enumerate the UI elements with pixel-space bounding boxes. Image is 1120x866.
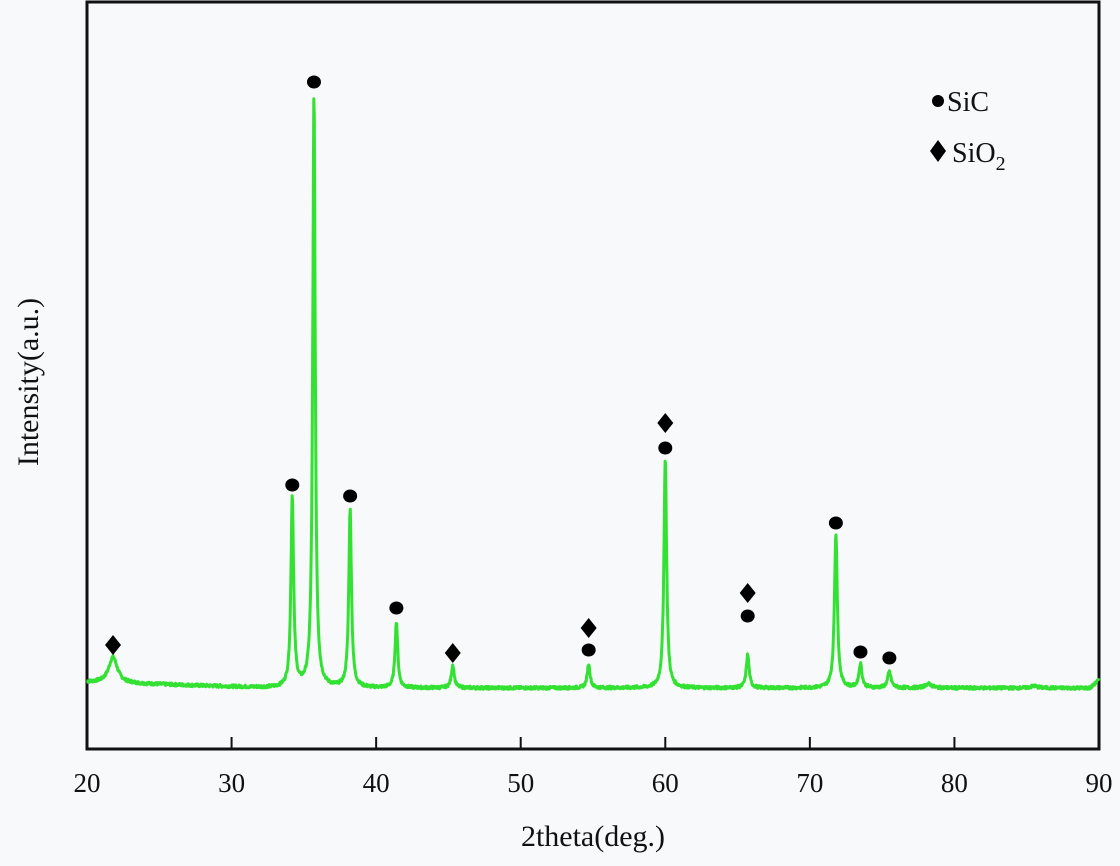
sio2-diamond-marker-icon	[444, 643, 461, 663]
sic-circle-marker-icon	[853, 645, 868, 659]
sic-circle-marker-icon	[882, 651, 897, 665]
x-tick-label: 80	[941, 768, 968, 798]
sio2-diamond-marker-icon	[657, 413, 674, 433]
x-axis-title: 2theta(deg.)	[521, 820, 665, 853]
sic-circle-marker-icon	[285, 478, 300, 492]
xrd-pattern-line	[85, 97, 1101, 691]
sic-circle-marker-icon	[658, 441, 673, 455]
plot-frame	[85, 0, 1101, 751]
sio2-diamond-marker-icon	[105, 635, 122, 655]
x-tick-label: 60	[652, 768, 679, 798]
sic-circle-marker-icon	[828, 516, 843, 530]
circle-marker-icon	[932, 95, 944, 107]
x-tick-label: 20	[74, 768, 101, 798]
sio2-diamond-marker-icon	[739, 583, 756, 603]
legend-label-sio2: SiO2	[952, 138, 1006, 175]
sic-circle-marker-icon	[389, 601, 404, 615]
phase-markers	[105, 75, 897, 665]
sic-circle-marker-icon	[740, 609, 755, 623]
diamond-marker-icon	[930, 140, 946, 162]
legend-item-sio2: SiO2	[930, 138, 1006, 175]
sio2-diamond-marker-icon	[580, 618, 597, 638]
x-tick-label: 30	[218, 768, 245, 798]
plot-area: 20 30 40 50 60 70 80 90	[74, 0, 1113, 798]
legend-item-sic: SiC	[932, 87, 989, 118]
sic-circle-marker-icon	[306, 75, 321, 89]
x-tick-label: 50	[507, 768, 534, 798]
legend: SiC SiO2	[930, 87, 1006, 175]
x-axis-ticks: 20 30 40 50 60 70 80 90	[74, 737, 1113, 798]
x-tick-label: 70	[796, 768, 823, 798]
sic-circle-marker-icon	[343, 489, 358, 503]
y-axis-title: Intensity(a.u.)	[12, 298, 45, 466]
sic-circle-marker-icon	[581, 643, 596, 657]
legend-label-sic: SiC	[947, 87, 989, 118]
x-tick-label: 90	[1086, 768, 1113, 798]
x-tick-label: 40	[363, 768, 390, 798]
